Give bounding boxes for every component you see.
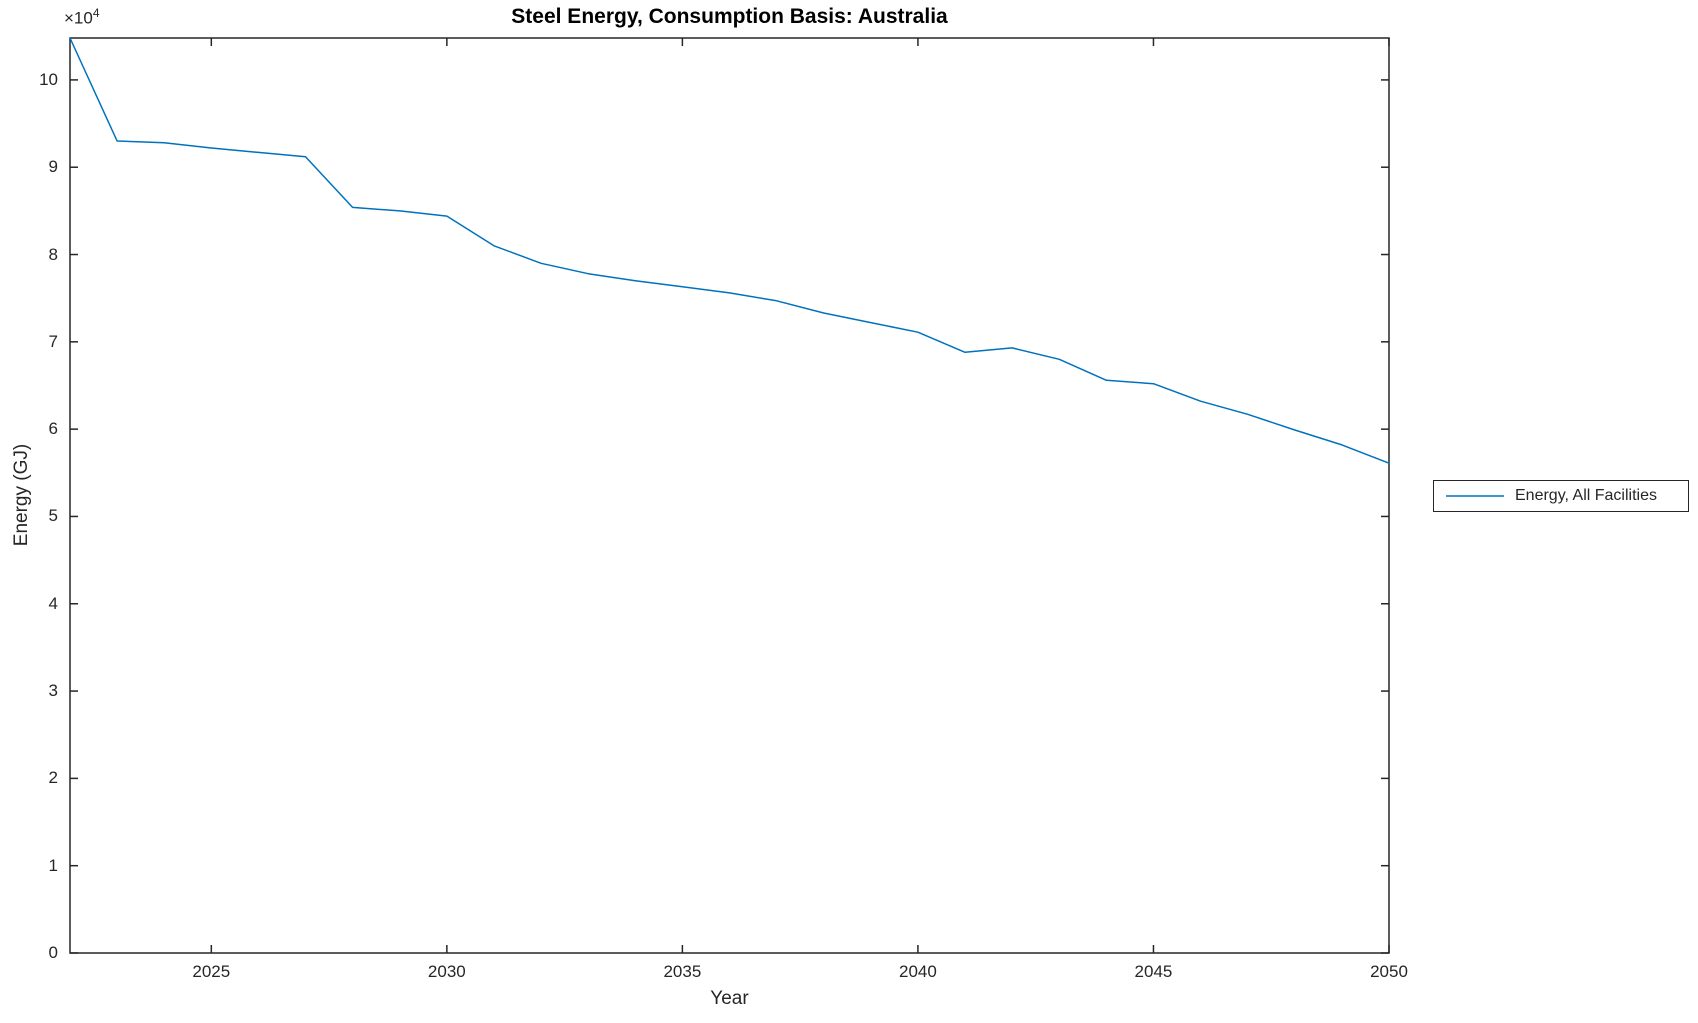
y-axis-exponent-power: 4 — [92, 6, 100, 20]
x-tick-label: 2035 — [663, 962, 702, 981]
x-tick-label: 2050 — [1370, 962, 1408, 981]
y-axis-exponent-base: ×10 — [64, 8, 93, 28]
x-tick-label: 2025 — [192, 962, 231, 981]
axes-box — [69, 37, 1390, 954]
y-tick-label: 7 — [48, 331, 58, 351]
x-axis-label: Year — [710, 988, 749, 1009]
x-tick-label: 2030 — [427, 962, 466, 981]
y-tick-label: 1 — [48, 855, 58, 875]
y-tick-label: 5 — [48, 506, 58, 526]
y-tick-label: 6 — [48, 419, 58, 439]
y-tick-label: 4 — [48, 593, 58, 613]
y-tick-label: 10 — [39, 69, 58, 89]
y-tick-label: 8 — [48, 244, 58, 264]
x-tick-label: 2045 — [1134, 962, 1173, 981]
y-tick-label: 3 — [48, 681, 58, 701]
series-line-energy-all-facilities — [69, 37, 1390, 464]
y-tick-label: 2 — [48, 768, 58, 788]
legend-line-sample — [1446, 495, 1504, 497]
y-axis-exponent: ×104 — [64, 6, 100, 29]
y-axis-label: Energy (GJ) — [11, 443, 32, 547]
x-tick-label: 2040 — [899, 962, 937, 981]
legend: Energy, All Facilities — [1433, 480, 1689, 512]
y-tick-label: 0 — [48, 943, 58, 962]
y-tick-label: 9 — [48, 157, 58, 177]
chart-title: Steel Energy, Consumption Basis: Austral… — [511, 5, 948, 28]
legend-entry-label: Energy, All Facilities — [1515, 487, 1657, 504]
